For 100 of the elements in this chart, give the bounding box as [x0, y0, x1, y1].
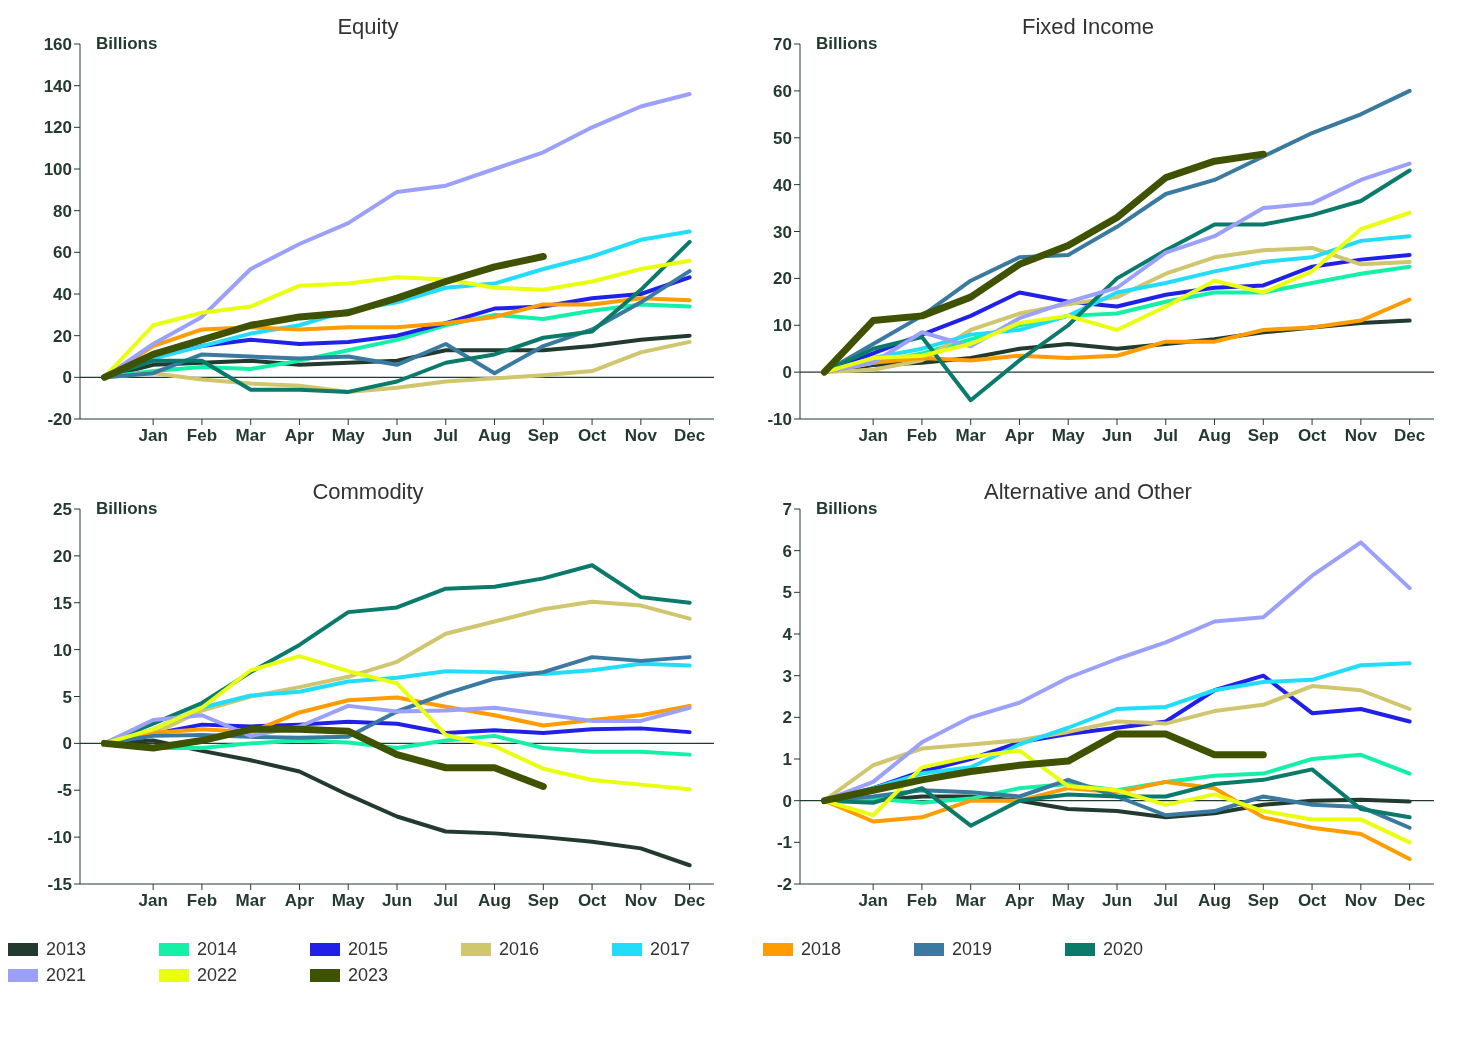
y-axis-title: Billions	[96, 499, 158, 519]
legend-label: 2020	[1103, 938, 1144, 960]
x-tick-label: Feb	[186, 891, 218, 910]
y-tick-label: -10	[767, 410, 792, 430]
x-tick-label: Nov	[1344, 891, 1378, 910]
y-tick-label: 1	[782, 750, 792, 770]
y-tick-label: 10	[773, 316, 792, 336]
y-tick-label: 6	[782, 541, 792, 561]
y-tick-label: 4	[782, 625, 793, 645]
x-tick-label: Aug	[1198, 426, 1232, 445]
x-tick-label: Apr	[284, 426, 315, 445]
x-tick-label: Jan	[858, 426, 888, 445]
x-tick-label: Feb	[906, 426, 938, 445]
x-tick-label: Apr	[1004, 426, 1035, 445]
y-tick-label: 5	[782, 583, 792, 603]
x-tick-label: Jan	[138, 891, 168, 910]
y-tick-label: 160	[43, 35, 72, 55]
legend-label: 2018	[801, 938, 842, 960]
y-axis-title: Billions	[96, 34, 158, 54]
x-tick-label: Aug	[478, 426, 512, 445]
x-tick-label: Feb	[186, 426, 218, 445]
y-tick-label: 5	[62, 687, 72, 707]
x-tick-label: Aug	[478, 891, 512, 910]
x-tick-label: Jun	[1101, 891, 1133, 910]
y-tick-label: 15	[53, 593, 72, 613]
y-tick-label: 7	[782, 500, 792, 520]
x-tick-label: Oct	[1297, 426, 1327, 445]
y-tick-label: 60	[773, 81, 792, 101]
y-tick-label: -2	[776, 875, 792, 895]
chart-title: Fixed Income	[1021, 14, 1155, 39]
x-tick-label: Oct	[577, 426, 607, 445]
x-tick-label: Sep	[527, 426, 559, 445]
y-tick-label: 60	[53, 243, 72, 263]
legend-label: 2014	[197, 938, 238, 960]
x-tick-label: Apr	[284, 891, 315, 910]
y-axis-title: Billions	[816, 499, 878, 519]
legend-label: 2017	[650, 938, 691, 960]
x-tick-label: Dec	[1394, 426, 1426, 445]
chart-title: Equity	[337, 14, 399, 39]
y-tick-label: 50	[773, 128, 792, 148]
chart-title: Alternative and Other	[984, 479, 1192, 504]
x-tick-label: Nov	[624, 891, 658, 910]
legend-label: 2019	[952, 938, 993, 960]
x-tick-label: Jul	[433, 426, 459, 445]
y-tick-label: -15	[47, 875, 72, 895]
x-tick-label: Dec	[674, 426, 706, 445]
x-tick-label: Mar	[235, 891, 267, 910]
x-tick-label: Dec	[1394, 891, 1426, 910]
legend-label: 2015	[348, 938, 389, 960]
legend-label: 2016	[499, 938, 540, 960]
y-tick-label: 80	[53, 201, 72, 221]
y-tick-label: 70	[773, 35, 792, 55]
x-tick-label: Mar	[955, 426, 987, 445]
legend-label: 2013	[46, 938, 87, 960]
y-tick-label: 120	[43, 118, 72, 138]
y-tick-label: 0	[62, 368, 72, 388]
x-tick-label: Jun	[381, 891, 413, 910]
legend-label: 2022	[197, 964, 238, 986]
x-tick-label: Jun	[381, 426, 413, 445]
y-tick-label: -20	[47, 410, 72, 430]
x-tick-label: Oct	[577, 891, 607, 910]
y-tick-label: 40	[773, 175, 792, 195]
x-tick-label: Nov	[624, 426, 658, 445]
x-tick-label: Sep	[1247, 891, 1279, 910]
x-tick-label: Jun	[1101, 426, 1133, 445]
y-tick-label: 25	[53, 500, 72, 520]
x-tick-label: May	[331, 426, 366, 445]
x-tick-label: May	[331, 891, 366, 910]
x-tick-label: Mar	[955, 891, 987, 910]
x-tick-label: May	[1051, 426, 1086, 445]
x-tick-label: Nov	[1344, 426, 1378, 445]
legend-label: 2023	[348, 964, 389, 986]
y-tick-label: 0	[782, 363, 792, 383]
x-tick-label: Mar	[235, 426, 267, 445]
y-tick-label: 20	[53, 326, 72, 346]
y-tick-label: 20	[773, 269, 792, 289]
legend-label: 2021	[46, 964, 87, 986]
y-tick-label: 140	[43, 76, 72, 96]
y-tick-label: 100	[43, 160, 72, 180]
y-tick-label: -10	[47, 828, 72, 848]
x-tick-label: Sep	[527, 891, 559, 910]
y-tick-label: 20	[53, 546, 72, 566]
y-tick-label: 0	[62, 734, 72, 754]
x-tick-label: Oct	[1297, 891, 1327, 910]
chart-title: Commodity	[312, 479, 424, 504]
y-tick-label: 30	[773, 222, 792, 242]
y-tick-label: 10	[53, 640, 72, 660]
x-tick-label: Sep	[1247, 426, 1279, 445]
x-tick-label: Feb	[906, 891, 938, 910]
x-tick-label: Apr	[1004, 891, 1035, 910]
y-tick-label: 0	[782, 791, 792, 811]
y-tick-label: 2	[782, 708, 792, 728]
x-tick-label: Aug	[1198, 891, 1232, 910]
x-tick-label: Jul	[1153, 891, 1179, 910]
y-axis-title: Billions	[816, 34, 878, 54]
y-tick-label: 40	[53, 285, 72, 305]
x-tick-label: Jan	[858, 891, 888, 910]
y-tick-label: 3	[782, 666, 792, 686]
x-tick-label: Dec	[674, 891, 706, 910]
y-tick-label: -1	[776, 833, 792, 853]
